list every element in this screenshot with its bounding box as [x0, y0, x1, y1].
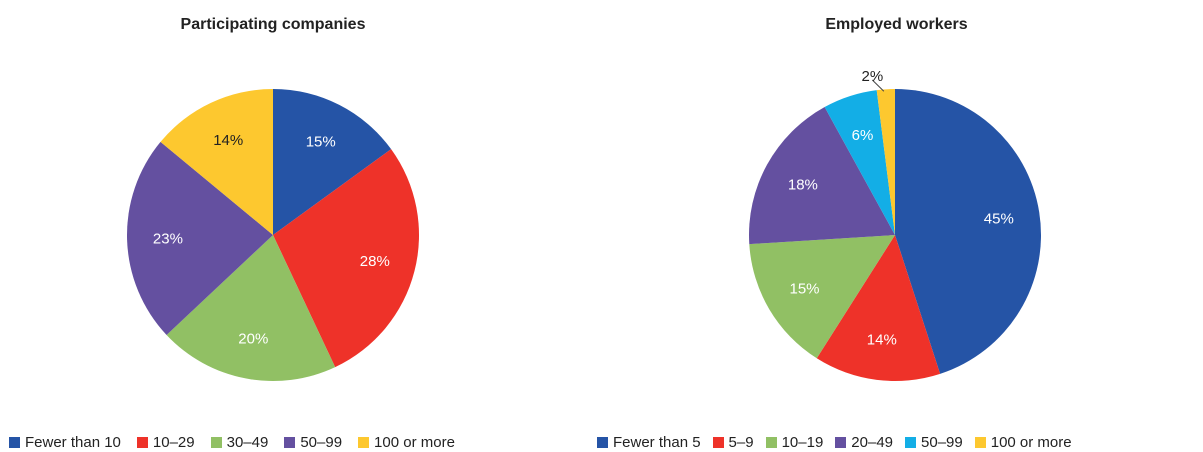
legend-swatch — [905, 437, 917, 448]
legend-swatch — [765, 437, 777, 448]
data-label: 20% — [238, 330, 268, 347]
data-label: 15% — [790, 281, 820, 298]
legend-label: 30–49 — [226, 434, 269, 451]
legend-item: 5–9 — [712, 434, 754, 451]
legend-item: 50–99 — [905, 434, 963, 451]
data-label: 6% — [852, 127, 874, 144]
workers-legend: Fewer than 5 5–9 10–19 20–49 50–99 100 or mor… — [597, 434, 1084, 451]
legend-swatch — [712, 437, 724, 448]
legend-swatch — [835, 437, 847, 448]
legend-swatch — [210, 437, 222, 448]
legend-label: 10–29 — [152, 434, 195, 451]
workers-chart-panel: Employed workers 45% 14% 15% 18% 6% 2% Fewer … — [590, 0, 1203, 452]
pie-slice-100-or-more — [876, 89, 895, 235]
legend-swatch — [597, 437, 608, 448]
legend-item: 100 or more — [358, 434, 455, 451]
workers-pie-chart: 45% 14% 15% 18% 6% 2% — [749, 68, 1041, 381]
pie-slice-30-49 — [166, 235, 336, 381]
legend-item: 50–99 — [284, 434, 342, 451]
data-label: 28% — [360, 253, 390, 270]
leader-line — [871, 79, 885, 92]
legend-label: Fewer than 5 — [613, 434, 701, 451]
pie-slice-100-or-more — [160, 89, 273, 235]
legend-label: 50–99 — [300, 434, 343, 451]
chart-title: Participating companies — [180, 16, 366, 33]
data-label: 2% — [861, 68, 883, 85]
legend-item: 10–19 — [765, 434, 824, 451]
data-label: 23% — [153, 230, 183, 247]
legend-swatch — [974, 437, 986, 448]
legend-item: Fewer than 5 — [597, 434, 701, 451]
legend-label: 5–9 — [728, 434, 754, 451]
legend-label: 10–19 — [781, 434, 824, 451]
legend-label: Fewer than 10 — [25, 434, 121, 451]
pie-slice-50-99 — [824, 90, 895, 236]
data-label: 15% — [306, 133, 336, 150]
data-label: 14% — [213, 132, 243, 149]
pie-slice-fewer-than-5 — [895, 89, 1041, 374]
legend-item: Fewer than 10 — [9, 434, 121, 451]
companies-chart-panel: Participating companies 15% 28% 20% 23% 14% … — [0, 0, 560, 452]
legend-label: 100 or more — [990, 434, 1072, 451]
pie-slice-20-49 — [749, 107, 895, 245]
legend-label: 100 or more — [374, 434, 455, 451]
legend-swatch — [9, 437, 20, 448]
data-label: 14% — [867, 331, 897, 348]
legend-item: 30–49 — [210, 434, 269, 451]
legend-label: 20–49 — [851, 434, 894, 451]
chart-title: Employed workers — [825, 16, 968, 33]
legend-item: 100 or more — [974, 434, 1072, 451]
legend-item: 20–49 — [835, 434, 893, 451]
data-label: 18% — [788, 176, 818, 193]
pie-slice-10-29 — [273, 149, 419, 368]
companies-pie-chart: 15% 28% 20% 23% 14% — [127, 89, 419, 381]
legend-label: 50–99 — [921, 434, 963, 451]
legend-swatch — [136, 437, 148, 448]
companies-legend: Fewer than 10 10–29 30–49 50–99 100 or more — [9, 434, 455, 451]
pie-slice-50-99 — [127, 141, 273, 335]
legend-swatch — [358, 437, 370, 448]
pie-slice-5-9 — [816, 235, 941, 381]
pie-slice-fewer-than-10 — [273, 89, 392, 235]
data-label: 45% — [984, 211, 1014, 228]
legend-item: 10–29 — [136, 434, 195, 451]
pie-slice-10-19 — [749, 235, 895, 359]
legend-swatch — [284, 437, 296, 448]
